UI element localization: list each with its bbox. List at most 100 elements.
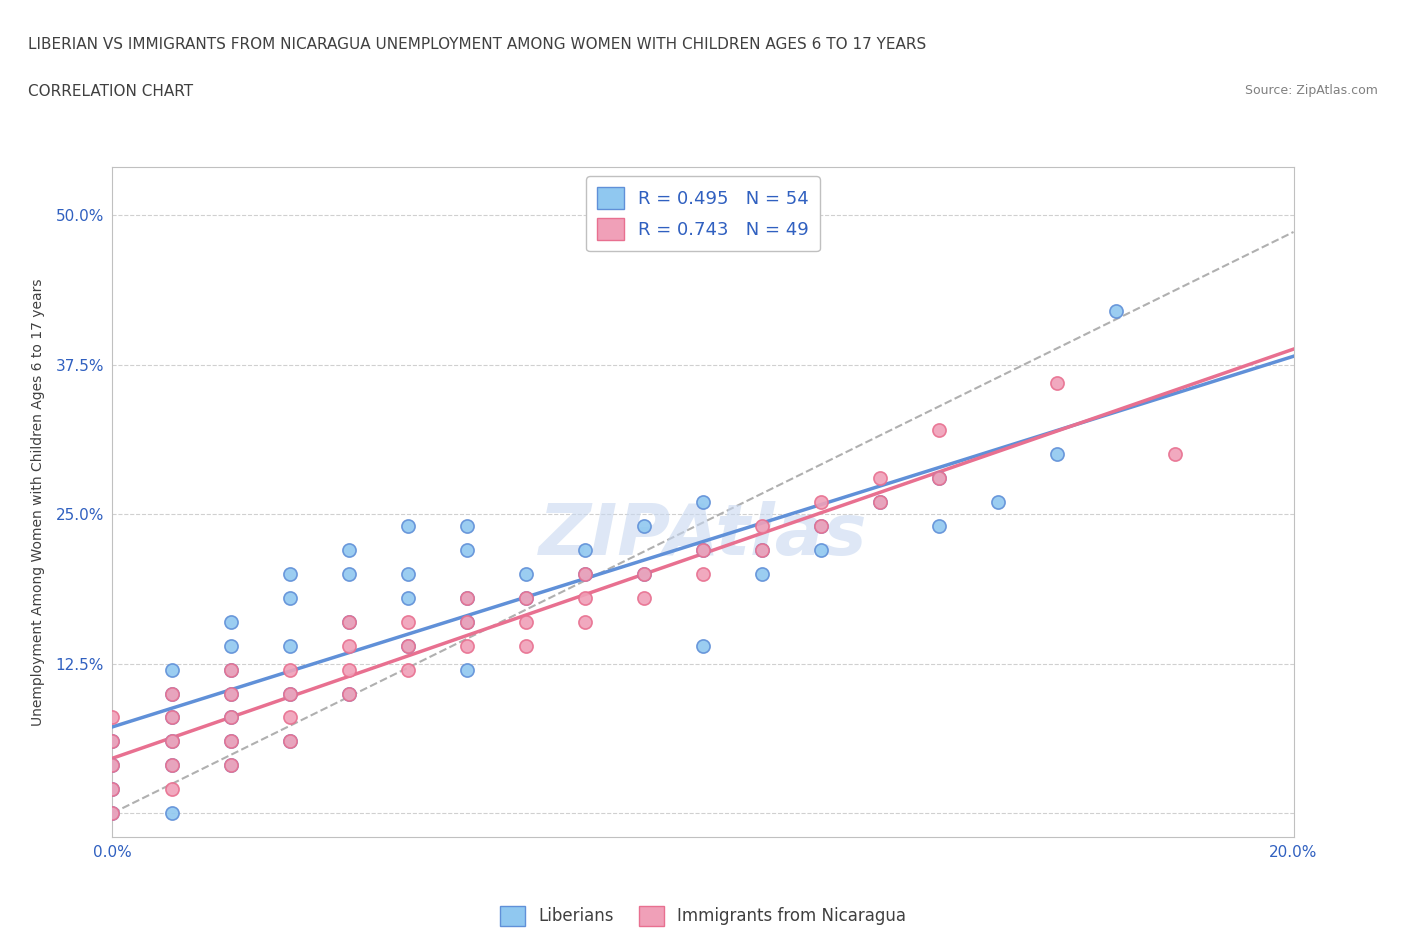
Point bbox=[396, 566, 419, 581]
Point bbox=[278, 591, 301, 605]
Point bbox=[219, 758, 242, 773]
Point bbox=[337, 615, 360, 630]
Point bbox=[396, 519, 419, 534]
Point bbox=[337, 686, 360, 701]
Point bbox=[219, 615, 242, 630]
Point bbox=[160, 758, 183, 773]
Point bbox=[396, 638, 419, 653]
Point bbox=[278, 638, 301, 653]
Point bbox=[337, 542, 360, 557]
Point bbox=[456, 591, 478, 605]
Point bbox=[869, 471, 891, 485]
Point bbox=[160, 805, 183, 820]
Legend: Liberians, Immigrants from Nicaragua: Liberians, Immigrants from Nicaragua bbox=[494, 899, 912, 930]
Point bbox=[160, 686, 183, 701]
Point bbox=[515, 638, 537, 653]
Point bbox=[396, 638, 419, 653]
Point bbox=[101, 734, 124, 749]
Text: ZIPAtlas: ZIPAtlas bbox=[538, 501, 868, 570]
Point bbox=[160, 662, 183, 677]
Point bbox=[396, 662, 419, 677]
Point bbox=[160, 710, 183, 724]
Point bbox=[574, 542, 596, 557]
Point bbox=[574, 566, 596, 581]
Point bbox=[219, 710, 242, 724]
Point bbox=[751, 542, 773, 557]
Point bbox=[692, 542, 714, 557]
Point bbox=[278, 686, 301, 701]
Text: CORRELATION CHART: CORRELATION CHART bbox=[28, 84, 193, 99]
Point bbox=[692, 495, 714, 510]
Point bbox=[278, 566, 301, 581]
Point bbox=[987, 495, 1010, 510]
Point bbox=[337, 615, 360, 630]
Point bbox=[751, 566, 773, 581]
Y-axis label: Unemployment Among Women with Children Ages 6 to 17 years: Unemployment Among Women with Children A… bbox=[31, 278, 45, 726]
Point bbox=[219, 662, 242, 677]
Point bbox=[692, 638, 714, 653]
Point bbox=[219, 710, 242, 724]
Point bbox=[633, 591, 655, 605]
Point bbox=[278, 734, 301, 749]
Point bbox=[278, 734, 301, 749]
Point bbox=[928, 519, 950, 534]
Point bbox=[160, 782, 183, 797]
Point bbox=[160, 686, 183, 701]
Point bbox=[160, 758, 183, 773]
Point bbox=[633, 566, 655, 581]
Point bbox=[101, 758, 124, 773]
Point bbox=[278, 686, 301, 701]
Point bbox=[219, 734, 242, 749]
Text: LIBERIAN VS IMMIGRANTS FROM NICARAGUA UNEMPLOYMENT AMONG WOMEN WITH CHILDREN AGE: LIBERIAN VS IMMIGRANTS FROM NICARAGUA UN… bbox=[28, 37, 927, 52]
Point bbox=[692, 542, 714, 557]
Point bbox=[810, 519, 832, 534]
Point bbox=[515, 591, 537, 605]
Point bbox=[633, 566, 655, 581]
Point bbox=[574, 566, 596, 581]
Point bbox=[456, 591, 478, 605]
Point bbox=[101, 758, 124, 773]
Point bbox=[456, 615, 478, 630]
Point bbox=[396, 591, 419, 605]
Point bbox=[337, 686, 360, 701]
Point bbox=[574, 615, 596, 630]
Point bbox=[456, 615, 478, 630]
Point bbox=[1105, 303, 1128, 318]
Point bbox=[219, 686, 242, 701]
Text: Source: ZipAtlas.com: Source: ZipAtlas.com bbox=[1244, 84, 1378, 97]
Point bbox=[456, 542, 478, 557]
Point bbox=[633, 519, 655, 534]
Point bbox=[278, 710, 301, 724]
Point bbox=[869, 495, 891, 510]
Point bbox=[810, 519, 832, 534]
Point bbox=[219, 734, 242, 749]
Point bbox=[515, 591, 537, 605]
Point bbox=[1046, 375, 1069, 390]
Point bbox=[101, 805, 124, 820]
Point bbox=[810, 542, 832, 557]
Point bbox=[515, 566, 537, 581]
Point bbox=[101, 734, 124, 749]
Point bbox=[278, 662, 301, 677]
Point bbox=[337, 662, 360, 677]
Point bbox=[574, 591, 596, 605]
Point bbox=[515, 615, 537, 630]
Point bbox=[810, 495, 832, 510]
Point bbox=[160, 710, 183, 724]
Point bbox=[101, 782, 124, 797]
Point bbox=[219, 758, 242, 773]
Point bbox=[456, 519, 478, 534]
Point bbox=[1046, 447, 1069, 462]
Point bbox=[101, 805, 124, 820]
Point bbox=[1164, 447, 1187, 462]
Point bbox=[160, 734, 183, 749]
Point bbox=[101, 782, 124, 797]
Point bbox=[456, 638, 478, 653]
Point bbox=[101, 710, 124, 724]
Point bbox=[396, 615, 419, 630]
Point bbox=[928, 423, 950, 438]
Point bbox=[928, 471, 950, 485]
Point bbox=[751, 519, 773, 534]
Point bbox=[219, 686, 242, 701]
Point bbox=[219, 662, 242, 677]
